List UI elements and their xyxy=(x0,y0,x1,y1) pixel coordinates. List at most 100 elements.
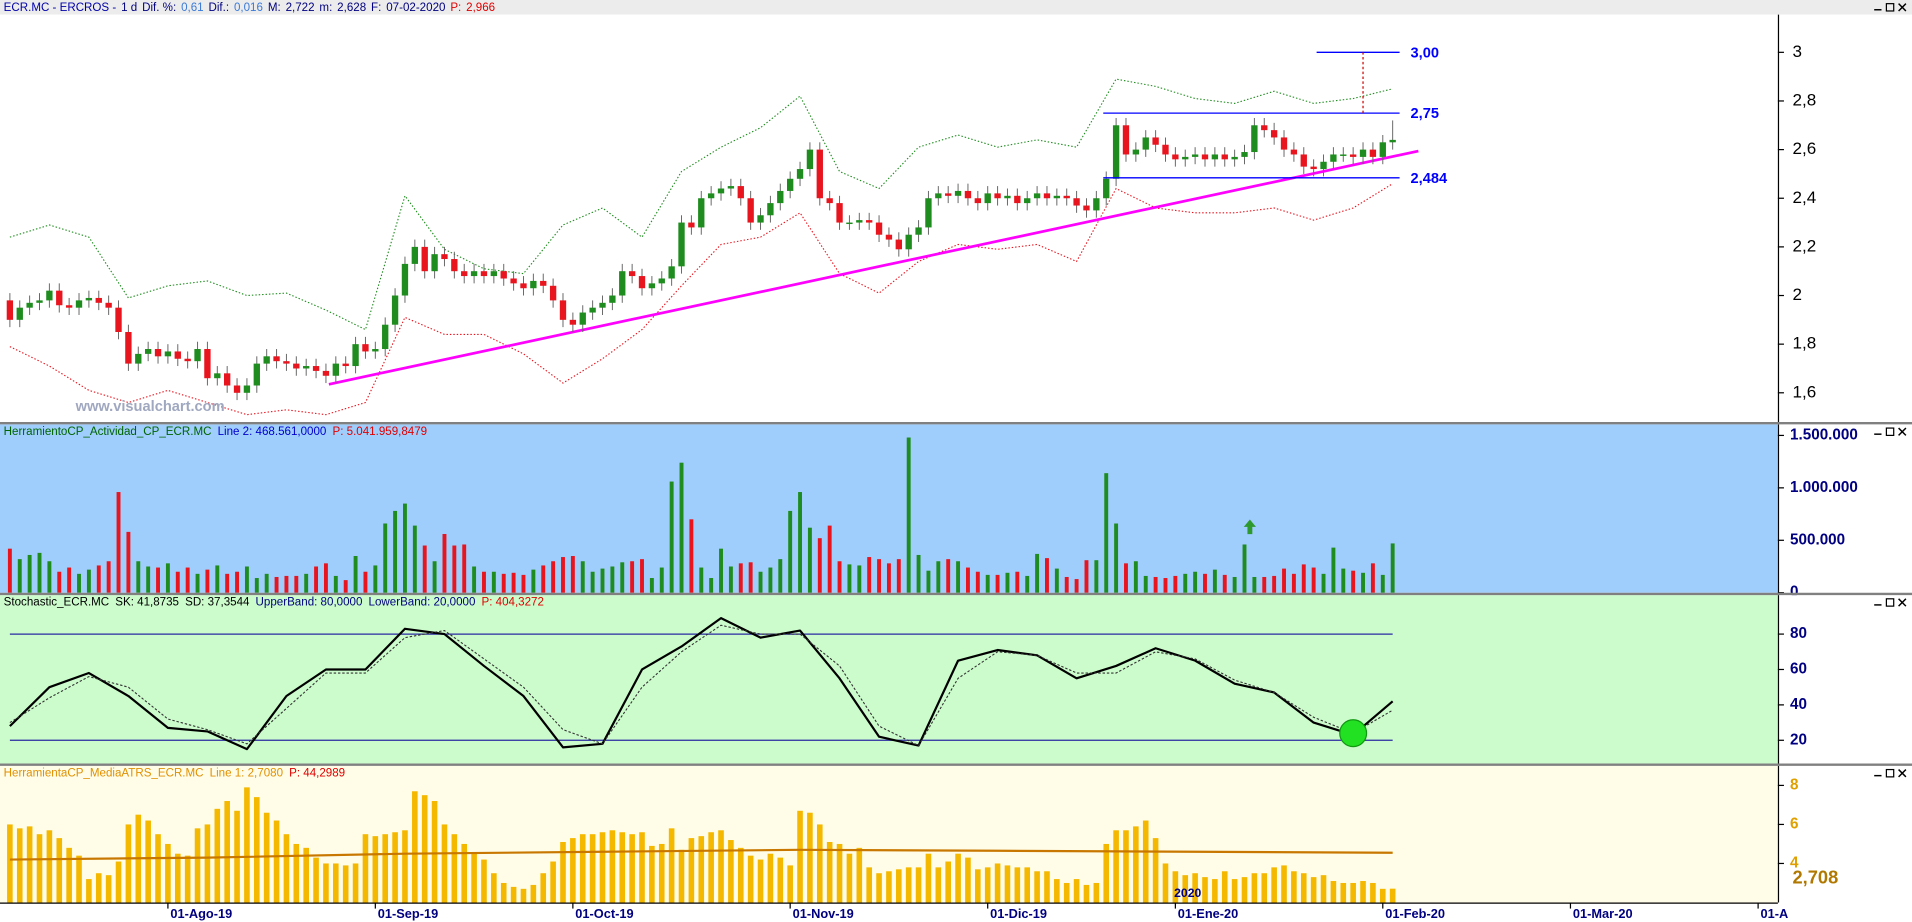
candle-body xyxy=(500,271,507,279)
volume-bar xyxy=(482,571,486,593)
volume-bar xyxy=(669,481,674,593)
volume-bar xyxy=(86,569,91,593)
volume-bar xyxy=(1064,576,1069,593)
volume-bar xyxy=(373,565,378,593)
volume-bar xyxy=(185,567,190,593)
close-button[interactable] xyxy=(1898,427,1907,436)
atr-bar xyxy=(737,847,744,903)
y-tick-label: 60 xyxy=(1790,661,1807,678)
atr-bar xyxy=(362,834,369,903)
candle-body xyxy=(1014,195,1021,204)
volume-bar xyxy=(1301,564,1306,593)
volume-bar xyxy=(551,561,556,593)
volume-bar xyxy=(17,559,22,593)
candle-body xyxy=(875,222,883,235)
atr-bar xyxy=(352,863,359,903)
y-tick-label: 8 xyxy=(1790,776,1798,793)
candle-body xyxy=(421,246,428,272)
volume-bar xyxy=(1054,568,1059,593)
restore-button[interactable] xyxy=(1885,3,1895,12)
panel-bg xyxy=(0,14,1778,422)
year-label: 2020 xyxy=(1174,886,1201,900)
axis-bg xyxy=(1777,424,1912,593)
candle-body xyxy=(95,297,102,303)
atr-bar xyxy=(1103,843,1110,903)
atr-bar xyxy=(639,832,645,903)
panel-legend-text: SD: 37,3544 xyxy=(185,597,250,609)
candle-body xyxy=(441,254,448,260)
atr-bar xyxy=(866,867,872,903)
volume-bar xyxy=(778,559,783,593)
restore-button[interactable] xyxy=(1885,427,1895,436)
atr-bar xyxy=(1231,879,1238,903)
restore-button[interactable] xyxy=(1885,768,1895,778)
atr-bar xyxy=(599,832,606,903)
atr-bar xyxy=(1300,873,1307,903)
atr-bar xyxy=(1202,877,1208,903)
volume-bar xyxy=(1262,576,1267,593)
trendline xyxy=(328,149,1419,386)
volume-bar xyxy=(659,567,664,593)
stochastic-line xyxy=(9,617,1394,751)
atr-bar xyxy=(1379,888,1386,903)
atr-bar xyxy=(757,859,764,903)
candle-body xyxy=(135,353,142,364)
atr-bar xyxy=(1004,865,1011,903)
volume-bar xyxy=(225,573,230,593)
panel-legend-text: Line 2: 468.561,0000 xyxy=(218,426,327,438)
candle-body xyxy=(1191,154,1199,157)
candle-body xyxy=(194,349,201,362)
header-text: 2,966 xyxy=(466,2,495,14)
candle-body xyxy=(559,300,567,320)
candle-body xyxy=(154,349,162,357)
close-button[interactable] xyxy=(1898,769,1907,778)
panel-legend-text: SK: 41,8735 xyxy=(115,597,179,609)
atr-bar xyxy=(560,841,566,903)
candle-body xyxy=(243,385,251,393)
candle-body xyxy=(411,246,419,264)
restore-button[interactable] xyxy=(1885,598,1895,607)
header-text: m: xyxy=(319,2,332,14)
atr-bar xyxy=(273,820,280,903)
header-text: P: xyxy=(450,2,461,14)
atr-bar xyxy=(1360,881,1366,903)
candle-body xyxy=(905,234,912,250)
atr-bar xyxy=(481,859,487,903)
candle-body xyxy=(65,305,73,308)
close-button[interactable] xyxy=(1898,598,1907,607)
candle-body xyxy=(846,222,853,225)
atr-bar xyxy=(16,828,23,903)
volume-bar xyxy=(857,565,862,593)
atr-bar xyxy=(1142,820,1149,903)
candle-body xyxy=(549,285,557,301)
close-button[interactable] xyxy=(1898,3,1907,12)
volume-bar xyxy=(146,566,151,593)
candle-body xyxy=(1043,193,1051,199)
volume-bar xyxy=(531,569,536,593)
atr-bar xyxy=(1261,873,1268,903)
candle-body xyxy=(530,280,537,289)
candle-body xyxy=(1172,154,1179,160)
candle-body xyxy=(233,385,241,393)
atr-bar xyxy=(965,857,971,903)
candle-body xyxy=(322,370,330,376)
volume-bar xyxy=(1282,568,1286,593)
atr-bar xyxy=(1073,879,1080,903)
atr-bar xyxy=(105,875,112,903)
candle-body xyxy=(1280,137,1288,150)
volume-bar xyxy=(57,571,62,593)
volume-bar xyxy=(1370,563,1375,593)
atr-bar xyxy=(856,847,863,903)
panel-legend-text: HerramientoCP_Actividad_CP_ECR.MC xyxy=(4,426,212,438)
volume-bar xyxy=(788,510,793,593)
volume-bar xyxy=(541,565,546,593)
panel-legend-text: P: 5.041.959,8479 xyxy=(332,426,427,438)
candle-body xyxy=(105,302,112,308)
volume-bar xyxy=(96,565,101,593)
volume-bar xyxy=(1015,571,1020,593)
volume-bar xyxy=(1212,569,1217,593)
level-label: 2,484 xyxy=(1411,171,1448,187)
candle-body xyxy=(56,290,63,306)
x-tick-label: 01-Sep-19 xyxy=(378,906,438,921)
